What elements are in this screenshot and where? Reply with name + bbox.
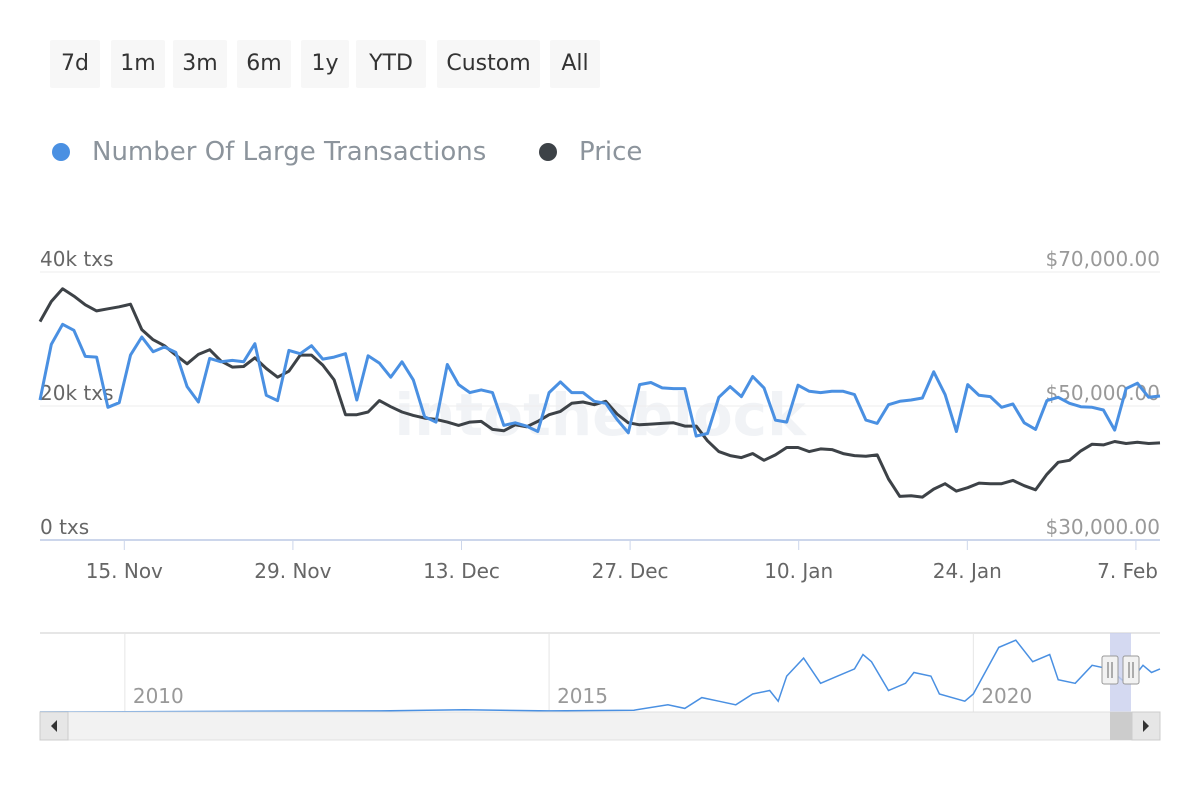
range-button-all[interactable]: All [550,40,600,88]
legend-label: Price [579,137,643,167]
range-button-1m[interactable]: 1m [111,40,165,88]
x-tick-label: 27. Dec [592,559,669,583]
y-left-tick-label: 40k txs [40,247,114,271]
navigator: 2010 2015 2020 [39,632,1161,741]
range-button-1y[interactable]: 1y [301,40,349,88]
range-button-6m[interactable]: 6m [237,40,291,88]
navigator-handle-right[interactable] [1122,655,1140,685]
legend-marker [539,143,557,161]
y-left-tick-label: 0 txs [40,515,89,539]
navigator-year-label: 2020 [981,684,1032,708]
navigator-year-label: 2010 [133,684,184,708]
legend-item-large-transactions[interactable]: Number Of Large Transactions [52,132,486,172]
x-tick-label: 13. Dec [423,559,500,583]
y-right-tick-label: $50,000.00 [1045,381,1160,405]
series-line-large-transactions [38,322,1161,438]
y-left-tick-label: 20k txs [40,381,114,405]
legend-label: Number Of Large Transactions [92,137,487,167]
x-tick-label: 24. Jan [933,559,1002,583]
x-tick-label: 29. Nov [254,559,331,583]
range-button-3m[interactable]: 3m [173,40,227,88]
scrollbar-right-button[interactable] [1131,711,1161,741]
range-button-ytd[interactable]: YTD [356,40,426,88]
scrollbar-left-button[interactable] [39,711,69,741]
scrollbar-thumb[interactable] [1110,712,1132,740]
navigator-handle-left[interactable] [1101,655,1119,685]
legend-item-price[interactable]: Price [539,132,642,172]
y-right-tick-label: $30,000.00 [1045,515,1160,539]
navigator-selection[interactable] [1110,633,1131,712]
handle-grip[interactable] [1122,655,1140,685]
arrow-right-icon [1143,720,1149,732]
handle-grip[interactable] [1101,655,1119,685]
x-tick-label: 10. Jan [764,559,833,583]
y-right-tick-label: $70,000.00 [1045,247,1160,271]
x-tick-label: 7. Feb [1097,559,1158,583]
navigator-series-line [39,639,1161,713]
navigator-year-label: 2015 [557,684,608,708]
scrollbar-track[interactable] [39,711,1161,741]
range-button-7d[interactable]: 7d [50,40,100,88]
x-tick-label: 15. Nov [86,559,163,583]
range-button-custom[interactable]: Custom [437,40,540,88]
legend-marker [52,143,70,161]
arrow-left-icon [51,720,57,732]
